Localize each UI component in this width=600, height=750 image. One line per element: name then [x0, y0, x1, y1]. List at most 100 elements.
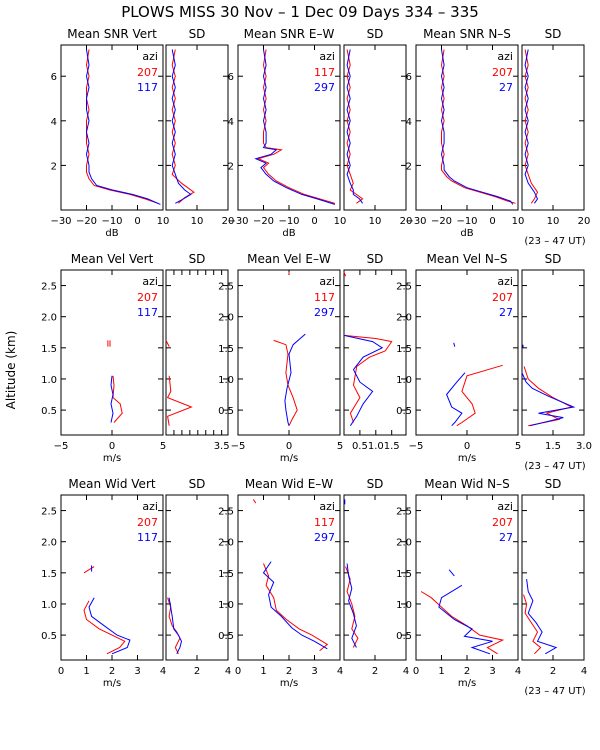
- series-line-red: [263, 563, 329, 652]
- panel-vel-1: SD 3.5: [165, 252, 230, 452]
- x-tick-label: 10: [334, 216, 347, 227]
- series-line-red: [165, 340, 170, 347]
- panel-wid-3: SD 2 4: [343, 477, 409, 677]
- series-line-red: [456, 364, 503, 427]
- series-line-blue: [110, 375, 114, 423]
- y-tick-label: 2.0: [218, 538, 234, 549]
- panel-wid-1: SD 2 4: [165, 477, 231, 677]
- x-tick-label: 2: [372, 666, 378, 677]
- series-line-blue: [521, 372, 576, 427]
- azi-value-red: 207: [492, 66, 513, 79]
- y-tick-label: 1.5: [41, 344, 57, 355]
- panel-title: SD: [367, 252, 384, 266]
- x-tick-label: 2: [286, 666, 292, 677]
- y-tick-label: 2: [406, 161, 412, 172]
- panel-title: SD: [545, 252, 562, 266]
- y-tick-label: 4: [228, 117, 234, 128]
- x-axis-label: m/s: [458, 678, 476, 689]
- x-tick-label: 0: [464, 441, 470, 452]
- x-tick-label: 2: [550, 666, 556, 677]
- x-tick-label: −30: [405, 216, 426, 227]
- azi-label: azi: [142, 275, 158, 288]
- series-line-blue: [343, 334, 384, 426]
- y-tick-label: 0.5: [41, 631, 57, 642]
- series-line-blue: [262, 561, 328, 650]
- y-tick-label: 0.5: [218, 406, 234, 417]
- series-line-red: [171, 49, 195, 204]
- x-tick-label: −10: [456, 216, 477, 227]
- series-line-blue: [284, 333, 306, 426]
- series-line-red: [83, 566, 95, 574]
- ut-note: (23 – 47 UT): [524, 236, 585, 247]
- panel-title: Mean Wid Vert: [68, 477, 155, 491]
- series-line-red: [440, 49, 516, 204]
- x-tick-label: −5: [54, 441, 69, 452]
- series-line-red: [343, 271, 347, 277]
- panel-wid-0: Mean Wid Vert 0.5 1.0 1.5 2.0 2.5 0 1 2 3 4 m/s azi 2…: [41, 477, 166, 689]
- y-tick-label: 0.5: [218, 631, 234, 642]
- x-tick-label: 0: [58, 666, 64, 677]
- panel-snr-5: SD 10 20: [521, 27, 591, 227]
- x-tick-label: 5: [160, 441, 166, 452]
- panel-vel-4: Mean Vel N–S 0.5 1.0 1.5 2.0 2.5 −5 0 5 m/s azi 207…: [396, 252, 521, 464]
- panel-title: SD: [367, 477, 384, 491]
- series-line-red: [273, 339, 298, 426]
- panel-vel-0: Mean Vel Vert 0.5 1.0 1.5 2.0 2.5 −5 0 5 m/s azi 20…: [41, 252, 166, 464]
- azi-value-red: 207: [137, 516, 158, 529]
- y-tick-label: 1.0: [41, 375, 57, 386]
- x-tick-label: 3.0: [576, 441, 592, 452]
- series-line-red: [420, 591, 505, 655]
- y-tick-label: 0.5: [41, 406, 57, 417]
- panel-title: SD: [189, 252, 206, 266]
- series-line-blue: [453, 342, 456, 347]
- panel-snr-3: SD 10 20: [343, 27, 412, 227]
- x-axis-label: m/s: [280, 453, 298, 464]
- panel-frame: [165, 44, 229, 211]
- series-line-red: [252, 499, 257, 504]
- azi-value-blue: 117: [137, 531, 158, 544]
- azi-value-blue: 27: [499, 531, 513, 544]
- azi-label: azi: [319, 50, 335, 63]
- y-tick-label: 1.0: [218, 600, 234, 611]
- y-tick-label: 2: [51, 161, 57, 172]
- azi-value-blue: 297: [314, 81, 335, 94]
- y-tick-label: 1.0: [41, 600, 57, 611]
- series-line-blue: [85, 49, 161, 205]
- series-line-red: [523, 594, 542, 655]
- azi-label: azi: [142, 500, 158, 513]
- y-tick-label: 0.5: [396, 631, 412, 642]
- x-axis-label: m/s: [458, 453, 476, 464]
- azi-value-blue: 117: [137, 81, 158, 94]
- panel-frame: [521, 44, 585, 211]
- panel-frame: [521, 494, 585, 661]
- x-tick-label: 20: [578, 216, 591, 227]
- panel-title: SD: [545, 27, 562, 41]
- panel-vel-3: SD 0.5 1.0 1.5: [343, 252, 407, 452]
- panel-title: Mean SNR E–W: [244, 27, 335, 41]
- x-tick-label: 0: [235, 666, 241, 677]
- y-tick-label: 2: [228, 161, 234, 172]
- azi-value-red: 207: [492, 516, 513, 529]
- series-line-blue: [526, 579, 558, 655]
- ut-note: (23 – 47 UT): [524, 686, 585, 697]
- y-tick-label: 1.5: [396, 344, 412, 355]
- y-tick-label: 2.5: [218, 282, 234, 293]
- panel-title: SD: [189, 27, 206, 41]
- series-line-red: [83, 600, 126, 655]
- x-tick-label: 4: [337, 666, 343, 677]
- x-tick-label: −10: [101, 216, 122, 227]
- panel-snr-1: SD 10 20: [165, 27, 234, 227]
- panel-title: SD: [367, 27, 384, 41]
- panel-wid-5: SD 2 4: [521, 477, 587, 677]
- series-line-blue: [346, 563, 357, 648]
- y-tick-label: 2.0: [41, 538, 57, 549]
- x-tick-label: 4: [225, 666, 231, 677]
- y-tick-label: 4: [51, 117, 57, 128]
- series-line-red: [112, 375, 123, 423]
- azi-label: azi: [319, 275, 335, 288]
- azi-label: azi: [319, 500, 335, 513]
- x-tick-label: 4: [160, 666, 166, 677]
- y-tick-label: 2.5: [41, 507, 57, 518]
